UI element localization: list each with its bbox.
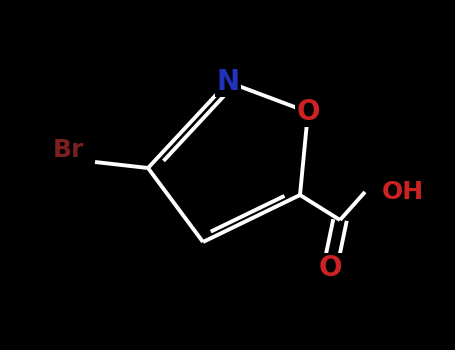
Text: OH: OH: [382, 180, 424, 204]
Text: Br: Br: [52, 138, 84, 162]
Text: N: N: [217, 68, 240, 96]
Text: O: O: [318, 254, 342, 282]
Text: O: O: [296, 98, 320, 126]
